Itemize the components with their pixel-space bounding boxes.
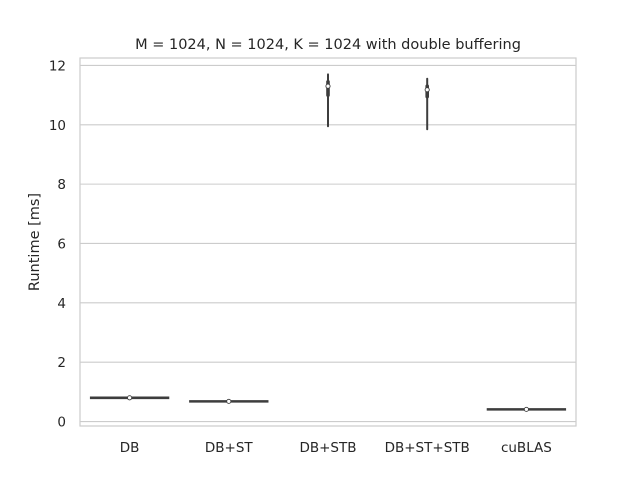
x-tick-labels: DB DB+ST DB+STB DB+ST+STB cuBLAS [120,440,552,456]
y-tick-label: 8 [57,177,66,193]
y-tick-label: 6 [57,236,66,252]
chart-title: M = 1024, N = 1024, K = 1024 with double… [135,37,521,53]
plot-frame [79,57,577,427]
median-marker [424,87,430,93]
y-tick-label: 2 [57,355,66,371]
median-marker [127,395,133,401]
y-tick-label: 12 [49,58,66,74]
violin-marks [89,73,567,412]
x-tick-label: cuBLAS [501,440,552,456]
violin-db-stb [325,73,331,128]
x-tick-label: DB+ST+STB [385,440,470,456]
x-tick-label: DB+ST [205,440,254,456]
median-marker [325,83,331,89]
y-axis-label: Runtime [ms] [27,193,43,291]
y-tick-label: 4 [57,296,66,312]
y-tick-label: 10 [49,118,66,134]
x-tick-label: DB+STB [299,440,356,456]
violin-db-st [189,398,269,404]
x-tick-label: DB [120,440,140,456]
violin-db [89,395,170,401]
median-marker [226,398,232,404]
violin-db-st-stb [424,77,430,131]
y-tick-labels: 0 2 4 6 8 10 12 [49,58,66,430]
median-marker [523,406,529,412]
violin-cublas [486,406,567,412]
y-tick-label: 0 [57,415,66,431]
